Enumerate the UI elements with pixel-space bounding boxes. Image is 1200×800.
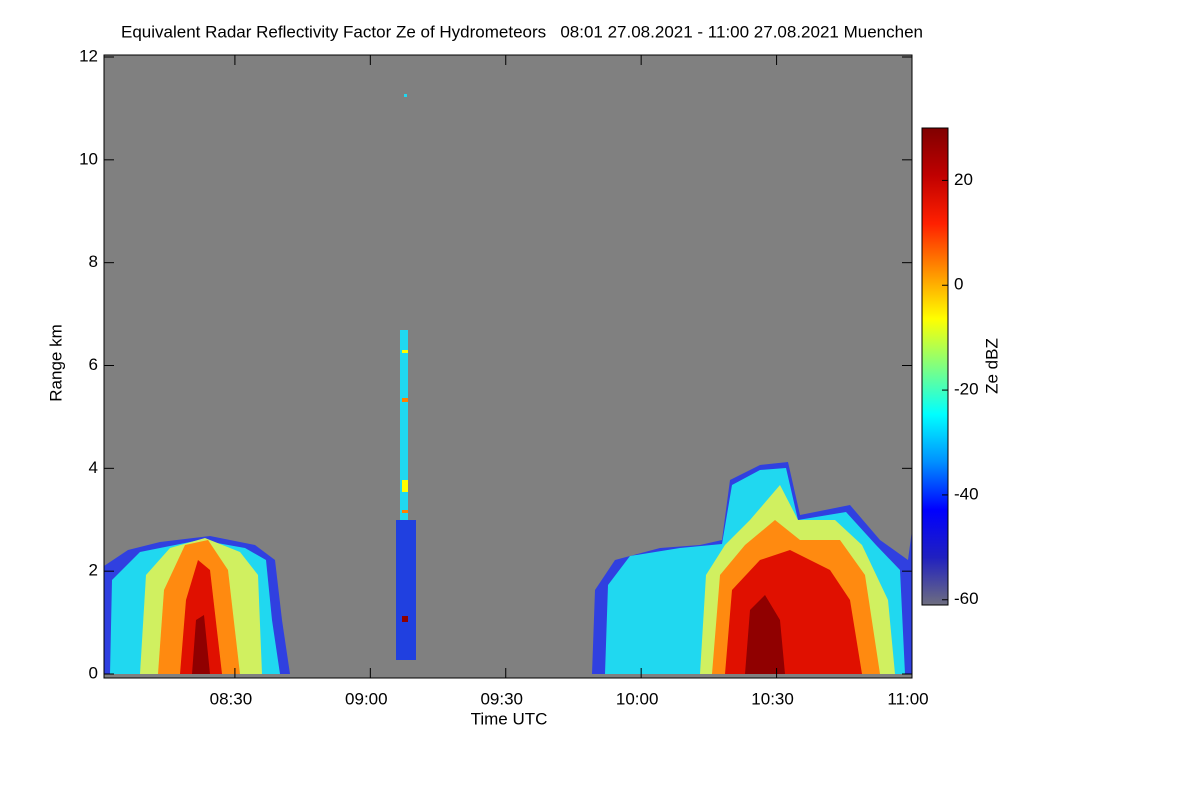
radar-echo (400, 330, 408, 520)
y-tick-label: 4 (89, 458, 98, 477)
x-tick-label: 08:30 (210, 689, 253, 708)
colorbar (921, 127, 949, 606)
y-tick-label: 10 (79, 149, 98, 168)
x-tick-label: 11:00 (887, 689, 928, 708)
plot-frame (103, 54, 913, 679)
radar-echo (402, 510, 408, 513)
y-axis-title: Range km (46, 324, 65, 401)
colorbar-tick-label: -60 (954, 589, 979, 608)
y-tick-label: 0 (89, 663, 98, 682)
colorbar-tick-label: 20 (954, 170, 973, 189)
x-tick-label: 10:30 (751, 689, 794, 708)
y-tick-label: 2 (89, 561, 98, 580)
radar-echo (192, 615, 210, 674)
y-tick-label: 6 (89, 355, 98, 374)
radar-echo (402, 480, 408, 492)
radar-echo (402, 350, 408, 353)
radar-echo (396, 520, 416, 660)
colorbar-title: Ze dBZ (982, 338, 1001, 394)
x-axis-title: Time UTC (471, 709, 548, 728)
colorbar-tick-label: -20 (954, 380, 979, 399)
x-tick-label: 09:00 (345, 689, 388, 708)
y-tick-label: 8 (89, 252, 98, 271)
colorbar-tick-label: -40 (954, 484, 979, 503)
colorbar-tick-label: 0 (954, 275, 963, 294)
radar-echo (404, 94, 407, 97)
x-tick-label: 09:30 (480, 689, 523, 708)
radar-echo (402, 616, 408, 622)
y-tick-label: 12 (79, 46, 98, 65)
chart-title: Equivalent Radar Reflectivity Factor Ze … (121, 22, 923, 41)
radar-echo (745, 595, 785, 674)
radar-echoes (104, 94, 912, 674)
radar-echo (402, 398, 408, 402)
x-tick-label: 10:00 (616, 689, 659, 708)
